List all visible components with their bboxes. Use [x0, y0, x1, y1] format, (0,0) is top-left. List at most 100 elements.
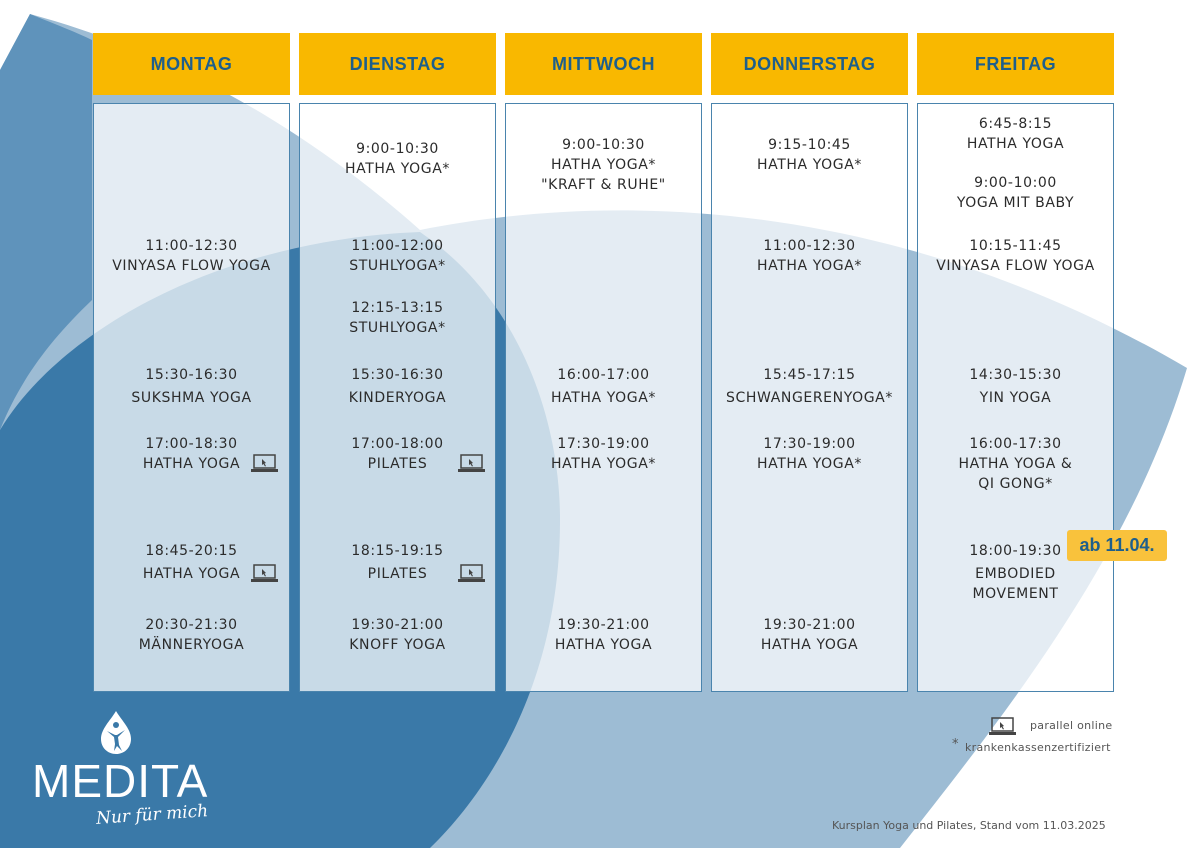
- class-time: 19:30-21:00: [763, 617, 856, 633]
- class-time: 11:00-12:00: [351, 238, 444, 254]
- class-time: 19:30-21:00: [557, 617, 650, 633]
- class-entry: 19:30-21:00 HATHA YOGA: [506, 615, 701, 655]
- class-time: 9:00-10:30: [356, 141, 439, 157]
- class-time: 9:00-10:30: [562, 137, 645, 153]
- day-body: 9:15-10:45 HATHA YOGA* 11:00-12:30 HATHA YO…: [711, 103, 908, 692]
- class-entry: 6:45-8:15 HATHA YOGA: [918, 114, 1113, 154]
- class-time: 14:30-15:30: [969, 367, 1062, 383]
- class-name: HATHA YOGA: [142, 456, 241, 472]
- class-name: KNOFF YOGA: [349, 637, 446, 653]
- day-body: 11:00-12:30 VINYASA FLOW YOGA 15:30-16:30 S…: [93, 103, 290, 692]
- class-name: STUHLYOGA*: [349, 258, 446, 274]
- class-time: 17:30-19:00: [763, 436, 856, 452]
- class-name: HATHA YOGA: [554, 637, 653, 653]
- day-header: MONTAG: [93, 33, 290, 95]
- class-entry: 11:00-12:30 VINYASA FLOW YOGA: [94, 236, 289, 276]
- start-date-badge: ab 11.04.: [1067, 530, 1167, 561]
- class-name: PILATES: [367, 456, 428, 472]
- class-entry: 17:30-19:00 HATHA YOGA*: [712, 434, 907, 474]
- class-entry: 17:30-19:00 HATHA YOGA*: [506, 434, 701, 474]
- class-time: 11:00-12:30: [145, 238, 238, 254]
- footer-note: Kursplan Yoga und Pilates, Stand vom 11.…: [832, 819, 1106, 832]
- class-entry: 17:00-18:30 HATHA YOGA: [94, 434, 289, 474]
- class-entry: 16:00-17:30 HATHA YOGA & QI GONG*: [918, 434, 1113, 494]
- class-time: 18:45-20:15: [145, 543, 238, 559]
- class-time: 20:30-21:30: [145, 617, 238, 633]
- legend-laptop-icon: [989, 717, 1016, 735]
- class-name: HATHA YOGA: [760, 637, 859, 653]
- class-time: 17:00-18:00: [351, 436, 444, 452]
- class-entry: 20:30-21:30 MÄNNERYOGA: [94, 615, 289, 655]
- class-time: 9:00-10:00: [974, 175, 1057, 191]
- class-entry: 19:30-21:00 KNOFF YOGA: [300, 615, 495, 655]
- class-time: 16:00-17:30: [969, 436, 1062, 452]
- class-time: 12:15-13:15: [351, 300, 444, 316]
- class-entry: 16:00-17:00 HATHA YOGA*: [506, 365, 701, 408]
- class-entry: 17:00-18:00 PILATES: [300, 434, 495, 474]
- class-name: MÄNNERYOGA: [138, 637, 245, 653]
- day-header: MITTWOCH: [505, 33, 702, 95]
- class-time: 17:30-19:00: [557, 436, 650, 452]
- class-name: YIN YOGA: [979, 390, 1052, 406]
- laptop-icon: [251, 454, 278, 472]
- class-entry: 14:30-15:30 YIN YOGA: [918, 365, 1113, 408]
- laptop-icon: [251, 564, 278, 582]
- class-entry: 9:00-10:00 YOGA MIT BABY: [918, 173, 1113, 213]
- class-name-line2: "KRAFT & RUHE": [541, 177, 666, 193]
- class-entry: 15:30-16:30 SUKSHMA YOGA: [94, 365, 289, 408]
- class-name: HATHA YOGA*: [345, 161, 450, 177]
- legend-online: parallel online: [1030, 719, 1113, 732]
- logo-wordmark: MEDITA: [32, 755, 209, 807]
- class-name: HATHA YOGA*: [551, 390, 656, 406]
- class-entry: 18:15-19:15 PILATES: [300, 541, 495, 584]
- legend-certified: krankenkassenzertifiziert: [965, 741, 1111, 754]
- class-entry: 11:00-12:30 HATHA YOGA*: [712, 236, 907, 276]
- class-time: 19:30-21:00: [351, 617, 444, 633]
- class-entry: 18:00-19:30 EMBODIED MOVEMENT: [918, 541, 1113, 604]
- class-time: 17:00-18:30: [145, 436, 238, 452]
- laptop-icon: [458, 454, 485, 472]
- class-name: YOGA MIT BABY: [956, 195, 1075, 211]
- legend-asterisk: *: [952, 737, 959, 752]
- class-time: 18:00-19:30: [969, 543, 1062, 559]
- class-entry: 18:45-20:15 HATHA YOGA: [94, 541, 289, 584]
- laptop-icon: [458, 564, 485, 582]
- class-entry: 15:30-16:30 KINDERYOGA: [300, 365, 495, 408]
- class-time: 9:15-10:45: [768, 137, 851, 153]
- medita-logo-drop-icon: [101, 711, 131, 754]
- class-name: HATHA YOGA*: [551, 456, 656, 472]
- day-body: 6:45-8:15 HATHA YOGA 9:00-10:00 YOGA MIT BA…: [917, 103, 1114, 692]
- day-header: DIENSTAG: [299, 33, 496, 95]
- class-time: 15:30-16:30: [351, 367, 444, 383]
- class-entry: 11:00-12:00 STUHLYOGA*: [300, 236, 495, 276]
- class-name: HATHA YOGA: [966, 136, 1065, 152]
- class-name: VINYASA FLOW YOGA: [112, 258, 271, 274]
- class-time: 11:00-12:30: [763, 238, 856, 254]
- class-entry: 15:45-17:15 SCHWANGERENYOGA*: [712, 365, 907, 408]
- class-time: 6:45-8:15: [978, 116, 1053, 132]
- day-body: 9:00-10:30 HATHA YOGA* 11:00-12:00 STUHLYOG…: [299, 103, 496, 692]
- class-name: HATHA YOGA*: [551, 157, 656, 173]
- class-name: EMBODIED: [975, 566, 1056, 582]
- class-time: 15:30-16:30: [145, 367, 238, 383]
- class-name: STUHLYOGA*: [349, 320, 446, 336]
- class-name: HATHA YOGA*: [757, 258, 862, 274]
- class-name: SUKSHMA YOGA: [131, 390, 252, 406]
- class-entry: 9:15-10:45 HATHA YOGA*: [712, 135, 907, 175]
- class-name: PILATES: [367, 566, 428, 582]
- class-name-line2: QI GONG*: [978, 476, 1053, 492]
- class-time: 18:15-19:15: [351, 543, 444, 559]
- top-left-wave: [0, 14, 92, 430]
- class-entry: 9:00-10:30 HATHA YOGA*: [300, 139, 495, 179]
- class-entry: 9:00-10:30 HATHA YOGA* "KRAFT & RUHE": [506, 135, 701, 195]
- class-time: 15:45-17:15: [763, 367, 856, 383]
- class-entry: 10:15-11:45 VINYASA FLOW YOGA: [918, 236, 1113, 276]
- day-header: FREITAG: [917, 33, 1114, 95]
- class-name: SCHWANGERENYOGA*: [726, 390, 893, 406]
- class-entry: 19:30-21:00 HATHA YOGA: [712, 615, 907, 655]
- class-time: 10:15-11:45: [969, 238, 1062, 254]
- class-name: HATHA YOGA*: [757, 456, 862, 472]
- class-name: HATHA YOGA*: [757, 157, 862, 173]
- class-entry: 12:15-13:15 STUHLYOGA*: [300, 298, 495, 338]
- class-time: 16:00-17:00: [557, 367, 650, 383]
